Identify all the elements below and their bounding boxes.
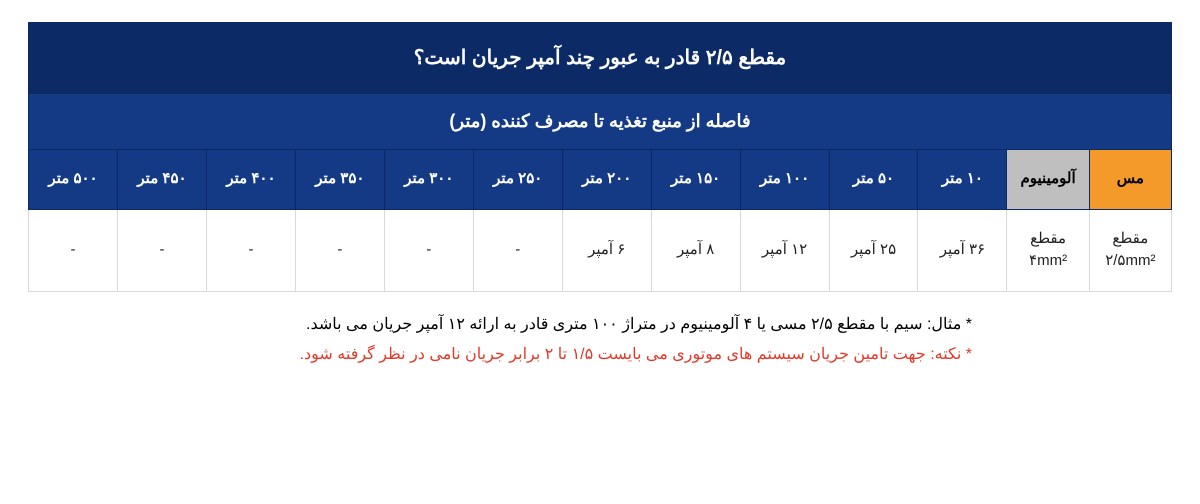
table-title: مقطع ۲/۵ قادر به عبور چند آمپر جریان است…	[29, 23, 1172, 94]
dist-2: ۱۰۰ متر	[740, 150, 829, 210]
dist-1: ۵۰ متر	[829, 150, 918, 210]
dist-10: ۵۰۰ متر	[29, 150, 118, 210]
cable-current-table: مقطع ۲/۵ قادر به عبور چند آمپر جریان است…	[28, 22, 1172, 292]
cell-val-6: -	[384, 209, 473, 291]
cell-val-3: ۸ آمپر	[651, 209, 740, 291]
table-wrapper: { "table": { "title": "مقطع ۲/۵ قادر به …	[28, 22, 1172, 370]
table-row: مقطع۲/۵mm² مقطع۴mm² ۳۶ آمپر ۲۵ آمپر ۱۲ آ…	[29, 209, 1172, 291]
cell-val-0: ۳۶ آمپر	[918, 209, 1007, 291]
distance-header-row: مس آلومینیوم ۱۰ متر ۵۰ متر ۱۰۰ متر ۱۵۰ م…	[29, 150, 1172, 210]
dist-8: ۴۰۰ متر	[206, 150, 295, 210]
dist-5: ۲۵۰ متر	[473, 150, 562, 210]
notes: * مثال: سیم با مقطع ۲/۵ مسی یا ۴ آلومینی…	[28, 310, 1172, 371]
note-warning: * نکته: جهت تامین جریان سیستم های موتوری…	[28, 340, 972, 370]
note-example: * مثال: سیم با مقطع ۲/۵ مسی یا ۴ آلومینی…	[28, 310, 972, 340]
cell-val-8: -	[206, 209, 295, 291]
dist-7: ۳۵۰ متر	[295, 150, 384, 210]
cell-val-4: ۶ آمپر	[562, 209, 651, 291]
cell-copper-section: مقطع۲/۵mm²	[1089, 209, 1171, 291]
table-subheader: فاصله از منبع تغذیه تا مصرف کننده (متر)	[29, 94, 1172, 150]
dist-3: ۱۵۰ متر	[651, 150, 740, 210]
cell-val-1: ۲۵ آمپر	[829, 209, 918, 291]
cell-aluminum-section: مقطع۴mm²	[1007, 209, 1089, 291]
cell-val-2: ۱۲ آمپر	[740, 209, 829, 291]
cell-val-10: -	[29, 209, 118, 291]
dist-4: ۲۰۰ متر	[562, 150, 651, 210]
cell-val-7: -	[295, 209, 384, 291]
dist-0: ۱۰ متر	[918, 150, 1007, 210]
cell-val-5: -	[473, 209, 562, 291]
cell-val-9: -	[118, 209, 207, 291]
col-aluminum: آلومینیوم	[1007, 150, 1089, 210]
dist-6: ۳۰۰ متر	[384, 150, 473, 210]
col-copper: مس	[1089, 150, 1171, 210]
dist-9: ۴۵۰ متر	[118, 150, 207, 210]
